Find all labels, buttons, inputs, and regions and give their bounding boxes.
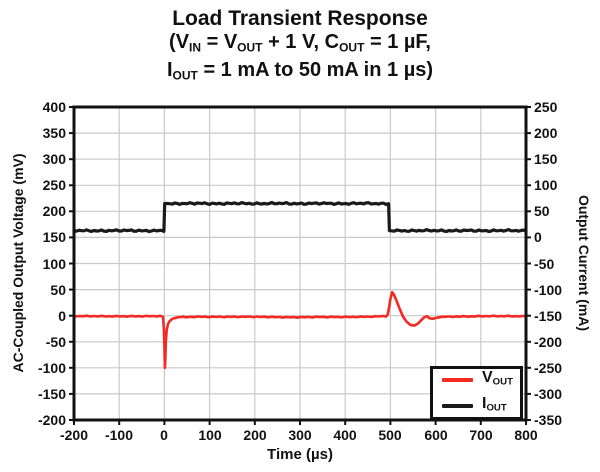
chart-title-block: Load Transient Response (VIN = VOUT + 1 … — [0, 6, 600, 88]
y-left-tick-label: 200 — [42, 203, 66, 219]
y-left-tick-label: 50 — [50, 282, 66, 298]
chart-subtitle-line-2: IOUT = 1 mA to 50 mA in 1 µs) — [0, 59, 600, 87]
x-tick-label: 700 — [469, 427, 493, 443]
legend-label-iout: IOUT — [482, 395, 507, 418]
y-left-tick-label: 300 — [42, 151, 66, 167]
y-right-tick-label: -250 — [534, 360, 563, 376]
y-right-tick-label: -100 — [534, 282, 563, 298]
x-tick-label: 800 — [514, 427, 538, 443]
subscript-text: OUT — [172, 68, 198, 83]
plot-frame — [72, 105, 528, 422]
x-tick-label: -100 — [104, 427, 134, 443]
x-tick-label: 500 — [378, 427, 402, 443]
y-right-tick-label: 250 — [534, 99, 558, 115]
legend-item-iout: IOUT — [442, 395, 520, 418]
y-right-tick-label: -350 — [534, 412, 563, 428]
y-left-tick-label: 150 — [42, 229, 66, 245]
y-right-tick-label: -300 — [534, 386, 563, 402]
text-segment: V — [482, 368, 493, 386]
y-left-tick-label: 350 — [42, 125, 66, 141]
text-segment: (V — [169, 31, 190, 53]
y-left-tick-label: -150 — [37, 386, 66, 402]
legend-label-vout: VOUT — [482, 369, 513, 392]
y-left-tick-label: 250 — [42, 177, 66, 193]
y-left-tick-label: -200 — [37, 412, 66, 428]
legend: VOUT IOUT — [430, 366, 523, 420]
text-segment: + 1 V, C — [262, 31, 340, 53]
subscript-text: OUT — [492, 376, 513, 388]
y-right-tick-label: -50 — [534, 256, 555, 272]
x-tick-label: 600 — [424, 427, 448, 443]
y-right-tick-label: 150 — [534, 151, 558, 167]
y-right-tick-label: 200 — [534, 125, 558, 141]
y-left-tick-label: -50 — [45, 334, 66, 350]
legend-item-vout: VOUT — [442, 369, 520, 392]
text-segment: I — [482, 394, 487, 412]
series-iout-line — [72, 200, 528, 234]
subscript-text: OUT — [339, 40, 365, 55]
subscript-text: OUT — [237, 40, 263, 55]
y-right-tick-label: 100 — [534, 177, 558, 193]
y-left-tick-label: 400 — [42, 99, 66, 115]
x-tick-label: 300 — [288, 427, 312, 443]
y-left-tick-label: 100 — [42, 256, 66, 272]
y-right-tick-label: -200 — [534, 334, 563, 350]
text-segment: = 1 µF, — [364, 31, 431, 53]
y-left-tick-label: 0 — [58, 308, 66, 324]
x-tick-label: 200 — [243, 427, 267, 443]
subscript-text: IN — [189, 40, 202, 55]
y-right-tick-label: -150 — [534, 308, 563, 324]
x-tick-label: -200 — [59, 427, 89, 443]
chart-subtitle-line-1: (VIN = VOUT + 1 V, COUT = 1 µF, — [0, 31, 600, 59]
series-vout-line — [72, 290, 528, 370]
legend-line-sample-vout — [442, 378, 473, 383]
series-lines — [72, 200, 528, 370]
text-segment: = V — [201, 31, 238, 53]
chart-title: Load Transient Response — [172, 7, 428, 30]
x-axis-title: Time (µs) — [267, 446, 333, 463]
text-segment: = 1 mA to 50 mA in 1 µs) — [197, 59, 433, 82]
y-left-tick-label: -100 — [37, 360, 66, 376]
x-tick-label: 400 — [333, 427, 357, 443]
subscript-text: OUT — [486, 402, 507, 414]
legend-line-sample-iout — [442, 403, 473, 408]
text-segment: I — [166, 59, 173, 82]
y-right-tick-label: 50 — [534, 203, 550, 219]
x-tick-label: 0 — [160, 427, 168, 443]
x-tick-label: 100 — [198, 427, 222, 443]
y-right-tick-label: 0 — [534, 229, 542, 245]
